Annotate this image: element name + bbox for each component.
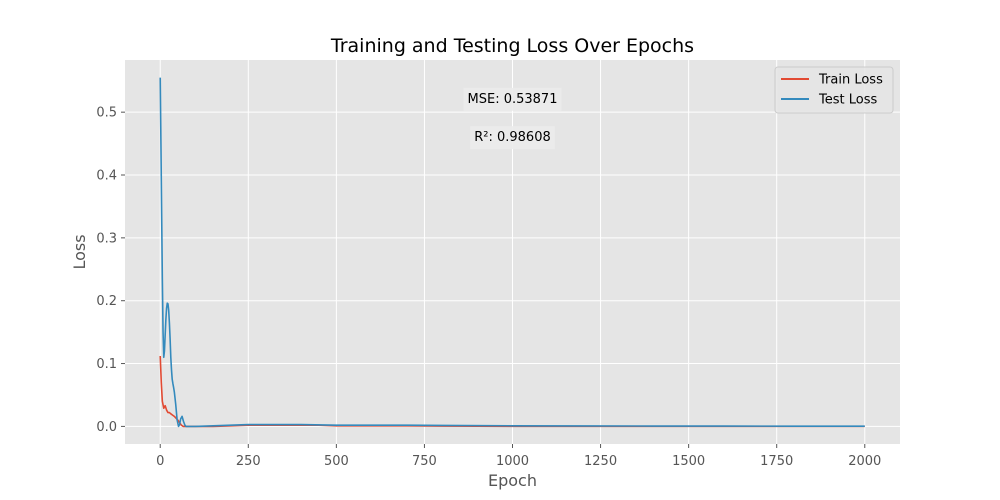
mse-annotation: MSE: 0.53871: [463, 87, 562, 111]
r2-annotation: R²: 0.98608: [470, 126, 555, 150]
legend-label: Test Loss: [818, 93, 877, 108]
x-tick-label: 1000: [496, 454, 529, 469]
x-tick-label: 0: [156, 454, 164, 469]
x-axis-label: Epoch: [488, 471, 537, 490]
y-tick-label: 0.1: [96, 357, 117, 372]
x-tick-label: 250: [236, 454, 261, 469]
x-tick-label: 1500: [672, 454, 705, 469]
series-line-test-loss: [159, 77, 865, 428]
y-tick-label: 0.4: [96, 169, 117, 184]
x-tick-label: 750: [412, 454, 437, 469]
y-tick-label: 0.3: [96, 231, 117, 246]
x-tick-label: 2000: [848, 454, 881, 469]
annotation-box: [470, 126, 555, 150]
y-axis-label: Loss: [70, 234, 89, 269]
chart-title: Training and Testing Loss Over Epochs: [330, 35, 694, 57]
annotation-box: [463, 87, 562, 111]
y-tick-label: 0.0: [96, 420, 117, 435]
series-lines: [159, 77, 865, 428]
axis-ticks: 0 250 500 750 1000 1250 1500 1750 2000 0.0 0.1 0.2 0…: [96, 106, 881, 469]
annotation-text: R²: 0.98608: [474, 130, 551, 145]
legend-entry: Train Loss: [781, 73, 883, 88]
legend-entry: Test Loss: [781, 93, 877, 108]
x-tick-label: 500: [324, 454, 349, 469]
annotation-text: MSE: 0.53871: [468, 92, 558, 107]
legend: Train Loss Test Loss: [774, 66, 894, 114]
x-tick-label: 1750: [760, 454, 793, 469]
y-tick-label: 0.2: [96, 294, 117, 309]
y-tick-label: 0.5: [96, 106, 117, 121]
annotations: MSE: 0.53871 R²: 0.98608: [463, 87, 562, 150]
x-tick-label: 1250: [584, 454, 617, 469]
legend-label: Train Loss: [818, 73, 883, 88]
